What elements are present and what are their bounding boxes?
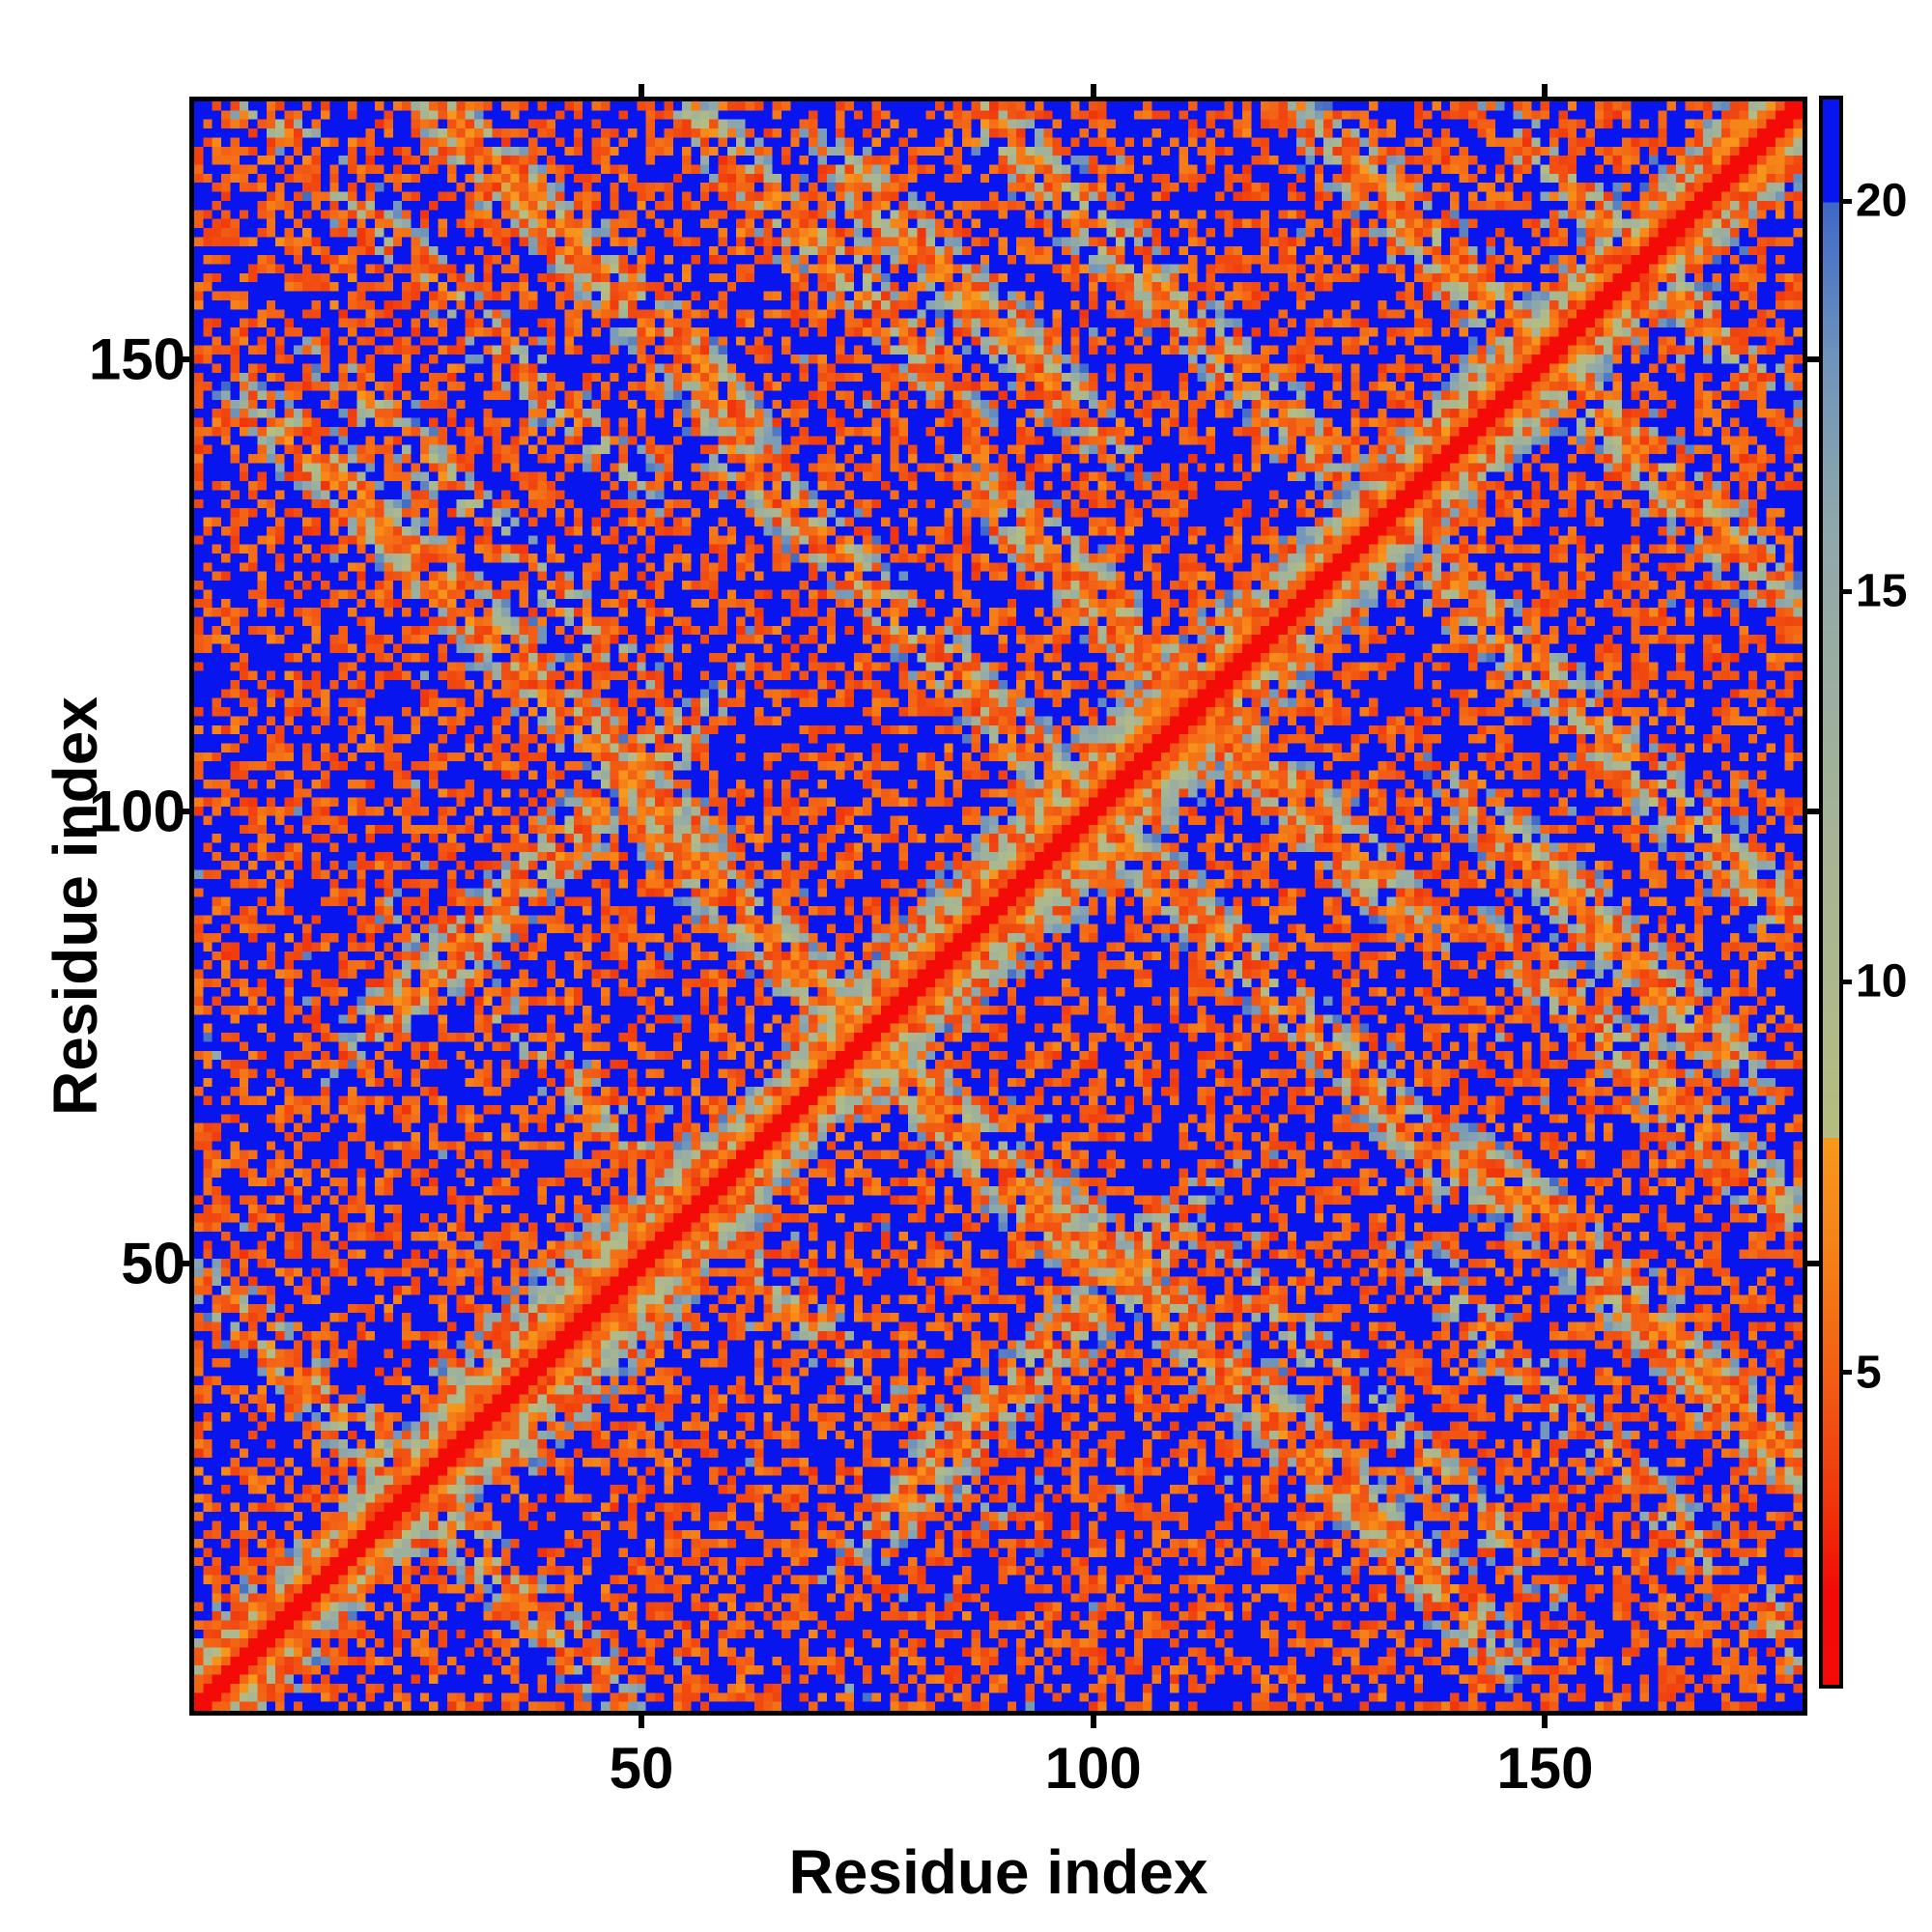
x-tick-label: 100: [1044, 1736, 1142, 1801]
tick-mark: [177, 808, 192, 814]
x-tick-label: 50: [609, 1736, 674, 1801]
tick-mark: [639, 1713, 645, 1728]
heatmap-canvas: [194, 101, 1803, 1711]
tick-mark: [177, 1260, 192, 1266]
colorbar-tick-label: 15: [1856, 565, 1908, 617]
colorbar-tick-label: 5: [1856, 1347, 1882, 1399]
colorbar-tick-label: 10: [1856, 955, 1908, 1008]
y-axis-title: Residue index: [41, 696, 110, 1116]
tick-mark: [1090, 1713, 1096, 1728]
tick-mark: [177, 355, 192, 362]
tick-mark: [1542, 84, 1548, 99]
tick-mark: [1843, 198, 1852, 204]
tick-mark: [1843, 588, 1852, 594]
y-tick-label: 50: [121, 1231, 185, 1296]
colorbar-gradient: [1823, 99, 1839, 1685]
colorbar: [1819, 96, 1843, 1689]
tick-mark: [1090, 84, 1096, 99]
x-tick-label: 150: [1496, 1736, 1594, 1801]
y-tick-label: 100: [88, 779, 185, 844]
tick-mark: [1542, 1713, 1548, 1728]
colorbar-tick-label: 20: [1856, 175, 1908, 227]
y-tick-label: 150: [88, 327, 185, 392]
tick-mark: [1804, 355, 1820, 362]
tick-mark: [1843, 1370, 1852, 1376]
tick-mark: [1804, 1260, 1820, 1266]
tick-mark: [639, 84, 645, 99]
x-axis-title: Residue index: [788, 1837, 1208, 1907]
tick-mark: [1843, 979, 1852, 984]
tick-mark: [1804, 808, 1820, 814]
